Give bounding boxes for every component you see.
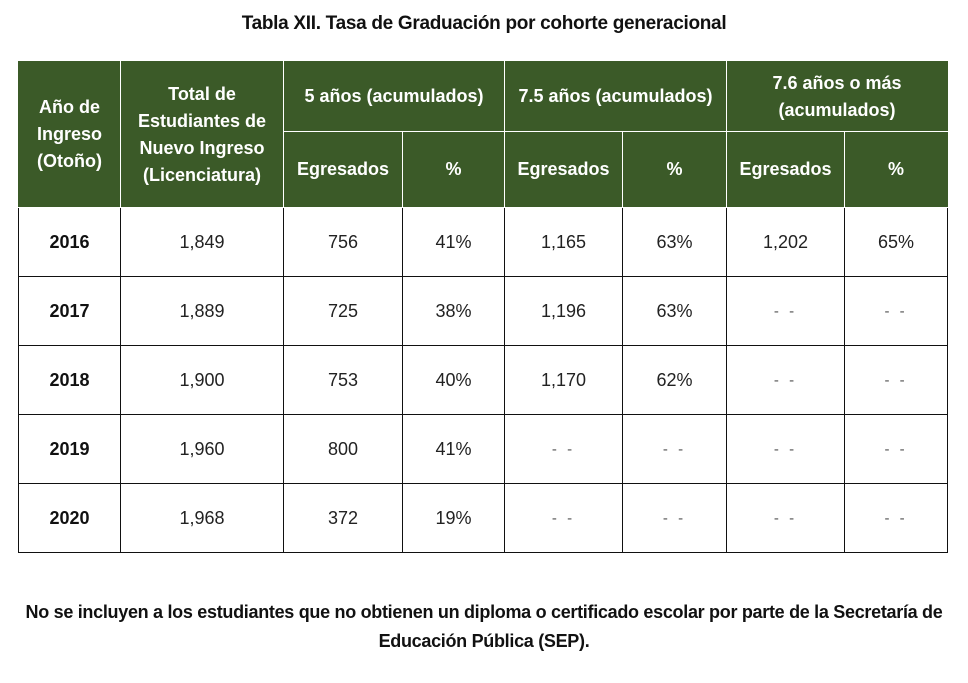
cell-egresados-5: 725 <box>283 276 403 346</box>
cell-pct-7-5: - - <box>622 483 728 553</box>
cell-egresados-5: 756 <box>283 207 403 277</box>
cell-pct-7-5: 63% <box>622 207 728 277</box>
header-pct-5: % <box>401 131 506 208</box>
header-group-7-6-years: 7.6 años o más (acumulados) <box>726 61 949 132</box>
cell-pct-5: 41% <box>401 414 506 484</box>
cell-total: 1,968 <box>120 483 284 553</box>
cell-egresados-7-5: 1,170 <box>504 345 624 415</box>
table-row: 2019 1,960 800 41% - - - - - - - - <box>18 414 949 484</box>
cell-egresados-5: 800 <box>283 414 403 484</box>
cell-pct-7-6: - - <box>844 414 949 484</box>
cell-egresados-7-6: - - <box>726 345 846 415</box>
cell-total: 1,900 <box>120 345 284 415</box>
cell-year: 2017 <box>18 276 121 346</box>
cell-pct-7-5: 62% <box>622 345 728 415</box>
header-group-label: 7.5 años (acumulados) <box>518 86 713 106</box>
cell-egresados-5: 753 <box>283 345 403 415</box>
cell-egresados-7-5: 1,165 <box>504 207 624 277</box>
cell-total: 1,889 <box>120 276 284 346</box>
cell-year: 2020 <box>18 483 121 553</box>
cell-egresados-7-6: - - <box>726 414 846 484</box>
cell-egresados-7-6: - - <box>726 276 846 346</box>
header-egresados-7-6: Egresados <box>726 131 846 208</box>
header-group-7-5-years: 7.5 años (acumulados) <box>504 61 728 132</box>
header-group-label: 5 años (acumulados) <box>304 86 484 106</box>
header-total-label: Total de Estudiantes de Nuevo Ingreso (L… <box>137 83 267 185</box>
cell-total: 1,849 <box>120 207 284 277</box>
header-pct-7-6: % <box>844 131 949 208</box>
header-egresados-7-5: Egresados <box>504 131 624 208</box>
cell-year: 2018 <box>18 345 121 415</box>
header-group-label: 7.6 años o más (acumulados) <box>772 72 902 120</box>
header-group-5-years: 5 años (acumulados) <box>282 61 506 132</box>
table-row: 2018 1,900 753 40% 1,170 62% - - - - <box>18 345 949 415</box>
table-title: Tabla XII. Tasa de Graduación por cohort… <box>241 13 727 34</box>
cell-year: 2019 <box>18 414 121 484</box>
cell-pct-5: 41% <box>401 207 506 277</box>
table-row: 2016 1,849 756 41% 1,165 63% 1,202 65% <box>18 207 949 277</box>
table-row: 2020 1,968 372 19% - - - - - - - - <box>18 483 949 553</box>
graduation-rate-table: Año de Ingreso (Otoño) Total de Estudian… <box>18 61 949 553</box>
header-pct-7-5: % <box>622 131 728 208</box>
header-egresados-5: Egresados <box>283 131 403 208</box>
table-row: 2017 1,889 725 38% 1,196 63% - - - - <box>18 276 949 346</box>
cell-total: 1,960 <box>120 414 284 484</box>
cell-pct-7-6: - - <box>844 345 949 415</box>
cell-pct-5: 19% <box>401 483 506 553</box>
cell-egresados-7-6: - - <box>726 483 846 553</box>
cell-pct-7-5: 63% <box>622 276 728 346</box>
header-row-sub: Egresados % Egresados % Egresados % <box>19 131 949 208</box>
cell-pct-7-6: - - <box>844 483 949 553</box>
cell-egresados-7-5: - - <box>504 414 624 484</box>
cell-pct-5: 40% <box>401 345 506 415</box>
header-year-label: Año de Ingreso (Otoño) <box>36 97 102 171</box>
header-total: Total de Estudiantes de Nuevo Ingreso (L… <box>120 61 284 208</box>
cell-pct-5: 38% <box>401 276 506 346</box>
cell-pct-7-6: - - <box>844 276 949 346</box>
cell-egresados-5: 372 <box>283 483 403 553</box>
header-year: Año de Ingreso (Otoño) <box>18 61 121 208</box>
header-row-groups: Año de Ingreso (Otoño) Total de Estudian… <box>18 61 949 208</box>
footnote: No se incluyen a los estudiantes que no … <box>25 602 943 651</box>
cell-egresados-7-5: - - <box>504 483 624 553</box>
cell-year: 2016 <box>18 207 121 277</box>
cell-pct-7-5: - - <box>622 414 728 484</box>
cell-egresados-7-6: 1,202 <box>726 207 846 277</box>
cell-egresados-7-5: 1,196 <box>504 276 624 346</box>
cell-pct-7-6: 65% <box>844 207 949 277</box>
